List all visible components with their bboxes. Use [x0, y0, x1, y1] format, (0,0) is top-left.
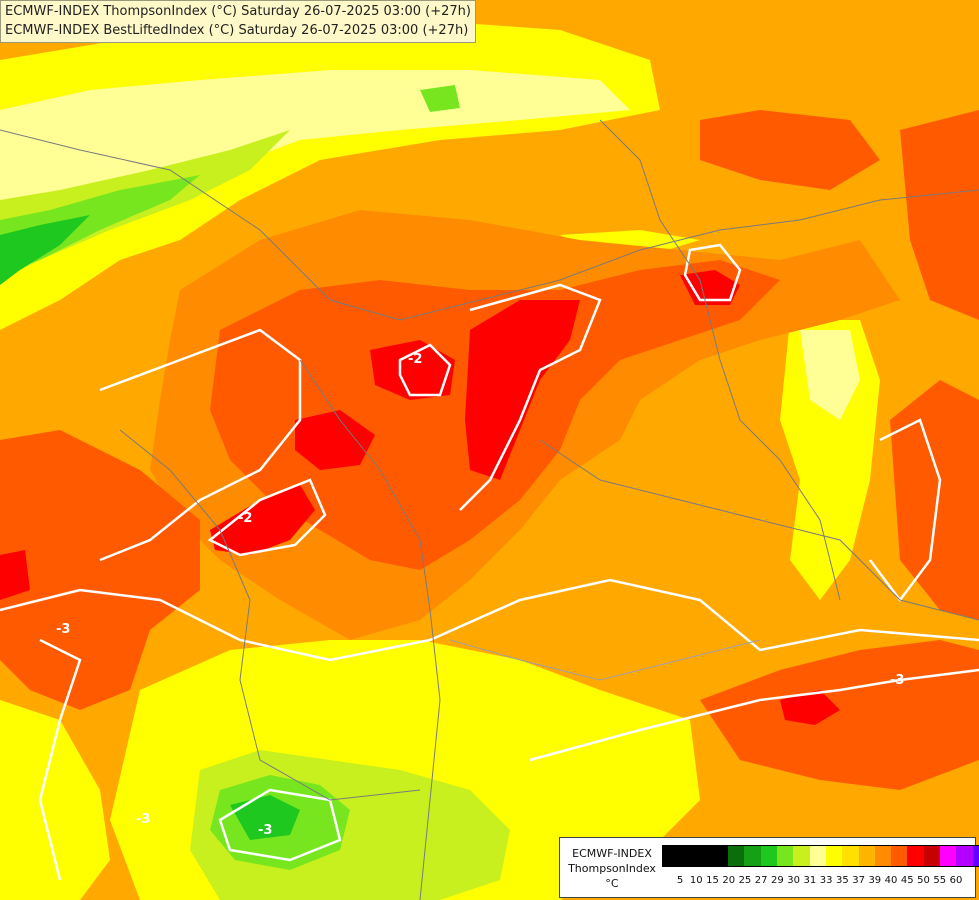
contour-label: -2 [408, 352, 422, 367]
legend-unit: °C [605, 877, 619, 890]
contour-label: -2 [238, 511, 252, 526]
fill-region-red-center-c [295, 410, 375, 470]
title-thompson-index: ECMWF-INDEX ThompsonIndex (°C) Saturday … [5, 4, 471, 19]
contour-line-i [683, 243, 742, 302]
legend-swatch [891, 846, 908, 866]
legend-swatch [744, 846, 761, 866]
legend-tick: 39 [868, 875, 882, 886]
fill-region-green-small [420, 85, 460, 112]
fill-region-paleyellow-east [800, 330, 860, 420]
contour-line-a [99, 328, 302, 562]
legend-tick: 5 [676, 875, 684, 886]
color-legend: ECMWF-INDEX ThompsonIndex °C 5 10 15 20 25 27… [559, 837, 979, 898]
legend-title: ECMWF-INDEX ThompsonIndex °C [564, 846, 660, 891]
legend-tick: 55 [933, 875, 947, 886]
legend-color-bar [662, 845, 979, 867]
legend-tick: 50 [917, 875, 930, 886]
contour-line-d [207, 478, 327, 557]
contour-line-g [38, 638, 82, 881]
fill-region-orangered-top [700, 110, 880, 190]
legend-swatch [809, 846, 826, 866]
legend-swatch [858, 846, 875, 866]
fill-region-orangered-west [0, 430, 200, 710]
contour-line-c [459, 283, 602, 511]
fill-region-darkgreen-nw [0, 215, 90, 285]
border-line-e [599, 119, 841, 601]
legend-swatch [972, 846, 979, 866]
title-best-lifted-index: ECMWF-INDEX BestLiftedIndex (°C) Saturda… [5, 23, 469, 38]
contour-label: -3 [890, 673, 904, 688]
legend-tick: 15 [706, 875, 719, 886]
legend-swatch [695, 846, 712, 866]
fill-region-orangered-se [700, 640, 979, 790]
legend-swatch [956, 846, 973, 866]
legend-tick: 29 [771, 875, 784, 886]
legend-swatch [760, 846, 778, 866]
fill-region-red-se [780, 690, 840, 725]
legend-swatch [907, 846, 924, 866]
map-title-box: ECMWF-INDEX ThompsonIndex (°C) Saturday … [0, 0, 476, 43]
legend-tick: 25 [738, 875, 752, 886]
fill-region-red-west [0, 550, 30, 600]
legend-tick: 10 [689, 875, 703, 886]
legend-swatch [940, 846, 957, 866]
legend-tick: 60 [949, 875, 963, 886]
legend-tick: 33 [819, 875, 833, 886]
legend-tick: 20 [722, 875, 736, 886]
legend-tick-labels: 5 10 15 20 25 27 29 30 31 33 35 37 39 40 45 50 55 60 [662, 875, 972, 889]
legend-title-parameter: ThompsonIndex [568, 862, 656, 875]
fill-region-orangered-east [890, 380, 979, 620]
contour-line-b [398, 343, 452, 397]
legend-swatch [825, 846, 843, 866]
legend-tick: 40 [884, 875, 898, 886]
legend-swatch [728, 846, 745, 866]
legend-tick: 35 [835, 875, 849, 886]
legend-swatch [793, 846, 810, 866]
legend-swatch [842, 846, 859, 866]
legend-tick: 31 [803, 875, 817, 886]
legend-swatch [711, 846, 729, 866]
border-line-d [119, 429, 421, 801]
fill-region-red-sw [210, 485, 315, 555]
border-line-b [299, 359, 441, 900]
legend-swatch [777, 846, 794, 866]
contour-label: -3 [258, 823, 272, 838]
legend-title-model: ECMWF-INDEX [572, 847, 652, 860]
fill-region-darkgreen-south [230, 795, 300, 840]
border-line-f [449, 639, 761, 681]
legend-tick: 30 [787, 875, 801, 886]
fill-region-yellow-sw [0, 700, 110, 900]
contour-line-j [869, 418, 942, 603]
legend-tick: 37 [852, 875, 865, 886]
legend-tick: 27 [754, 875, 768, 886]
fill-region-red-ne [680, 270, 740, 305]
fill-region-red-center-a [370, 340, 455, 400]
fill-region-red-center-b [465, 300, 580, 480]
contour-label: -3 [56, 622, 70, 637]
contour-label: -3 [136, 812, 150, 827]
legend-swatch [663, 846, 680, 866]
legend-swatch [923, 846, 941, 866]
border-line-c [539, 439, 979, 621]
border-line-a [0, 129, 979, 321]
contour-line-h [218, 788, 342, 862]
legend-swatch [679, 846, 696, 866]
legend-swatch [874, 846, 892, 866]
fill-region-pale-nw [0, 70, 630, 250]
contour-line-f [529, 668, 979, 762]
fill-region-orangered-ne [900, 110, 979, 320]
legend-tick: 45 [900, 875, 914, 886]
contour-line-e [0, 578, 979, 662]
